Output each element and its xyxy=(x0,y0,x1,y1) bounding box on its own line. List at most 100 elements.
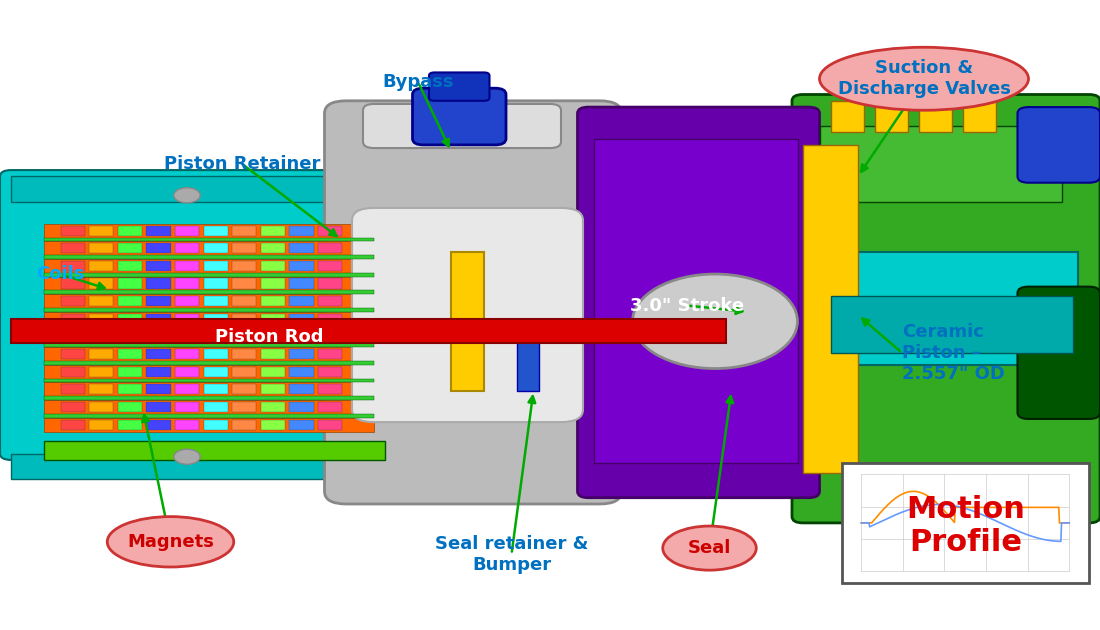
Bar xyxy=(89,402,113,412)
Bar xyxy=(146,261,170,271)
Bar xyxy=(261,367,285,377)
Bar xyxy=(175,226,199,236)
Bar xyxy=(11,319,726,343)
Bar xyxy=(89,420,113,430)
Bar xyxy=(44,241,374,255)
Bar xyxy=(44,396,374,400)
Bar xyxy=(594,139,798,463)
Bar xyxy=(175,296,199,306)
Bar xyxy=(318,296,342,306)
Bar xyxy=(60,384,85,394)
Bar xyxy=(44,343,374,347)
Bar xyxy=(44,400,374,414)
Bar xyxy=(118,420,142,430)
Bar xyxy=(289,367,314,377)
Bar xyxy=(204,243,228,253)
Bar xyxy=(261,384,285,394)
Bar xyxy=(232,243,256,253)
Text: Suction &
Discharge Valves: Suction & Discharge Valves xyxy=(837,59,1011,98)
Bar xyxy=(118,261,142,271)
Bar xyxy=(289,243,314,253)
Bar xyxy=(261,243,285,253)
Bar xyxy=(204,261,228,271)
Bar xyxy=(803,145,858,472)
Bar xyxy=(232,261,256,271)
Bar xyxy=(962,101,996,132)
Bar xyxy=(204,384,228,394)
Bar xyxy=(60,226,85,236)
Bar xyxy=(146,331,170,341)
Bar xyxy=(89,296,113,306)
Bar xyxy=(89,384,113,394)
Bar xyxy=(44,294,374,308)
Bar xyxy=(232,226,256,236)
Bar xyxy=(820,126,1062,202)
Bar xyxy=(451,252,484,391)
Text: Ceramic
Piston –
2.557" OD: Ceramic Piston – 2.557" OD xyxy=(902,323,1005,382)
Bar xyxy=(175,261,199,271)
Ellipse shape xyxy=(662,526,757,570)
Bar xyxy=(175,243,199,253)
Bar xyxy=(232,349,256,359)
Bar xyxy=(232,314,256,324)
Bar xyxy=(289,331,314,341)
Bar xyxy=(289,261,314,271)
FancyBboxPatch shape xyxy=(792,94,1100,523)
Bar xyxy=(517,340,539,391)
Bar xyxy=(318,261,342,271)
FancyBboxPatch shape xyxy=(412,88,506,145)
Bar xyxy=(204,278,228,289)
Bar xyxy=(204,402,228,412)
Bar xyxy=(89,261,113,271)
Bar xyxy=(175,384,199,394)
FancyBboxPatch shape xyxy=(842,463,1089,583)
Bar xyxy=(261,349,285,359)
Bar xyxy=(318,384,342,394)
Bar xyxy=(89,243,113,253)
Bar xyxy=(146,420,170,430)
Bar xyxy=(60,402,85,412)
Bar xyxy=(318,243,342,253)
Bar xyxy=(44,379,374,382)
Bar xyxy=(232,278,256,289)
Bar xyxy=(89,349,113,359)
Bar xyxy=(118,349,142,359)
Bar xyxy=(44,312,374,326)
Bar xyxy=(204,226,228,236)
Text: Seal: Seal xyxy=(688,539,732,557)
Bar xyxy=(89,314,113,324)
Bar xyxy=(44,329,374,343)
FancyBboxPatch shape xyxy=(1018,287,1100,419)
Bar xyxy=(146,367,170,377)
Ellipse shape xyxy=(108,517,233,567)
Bar xyxy=(146,278,170,289)
Bar xyxy=(232,296,256,306)
Bar xyxy=(232,420,256,430)
Bar xyxy=(204,331,228,341)
Text: Coils: Coils xyxy=(36,265,85,283)
Bar xyxy=(60,278,85,289)
Bar xyxy=(118,314,142,324)
Text: Piston Retainer: Piston Retainer xyxy=(164,155,320,173)
Bar xyxy=(261,331,285,341)
Bar xyxy=(232,384,256,394)
Bar xyxy=(261,420,285,430)
FancyBboxPatch shape xyxy=(363,104,561,148)
Bar xyxy=(289,384,314,394)
Bar xyxy=(318,349,342,359)
Circle shape xyxy=(632,274,798,369)
Bar xyxy=(44,441,385,460)
Bar xyxy=(918,101,952,132)
FancyBboxPatch shape xyxy=(578,107,820,498)
Bar xyxy=(289,278,314,289)
Bar xyxy=(44,273,374,277)
FancyBboxPatch shape xyxy=(1018,107,1100,183)
Bar xyxy=(146,349,170,359)
Bar xyxy=(118,226,142,236)
Bar xyxy=(44,347,374,361)
Bar xyxy=(89,331,113,341)
Bar xyxy=(44,277,374,290)
Bar xyxy=(60,331,85,341)
Bar xyxy=(146,402,170,412)
Bar xyxy=(118,331,142,341)
